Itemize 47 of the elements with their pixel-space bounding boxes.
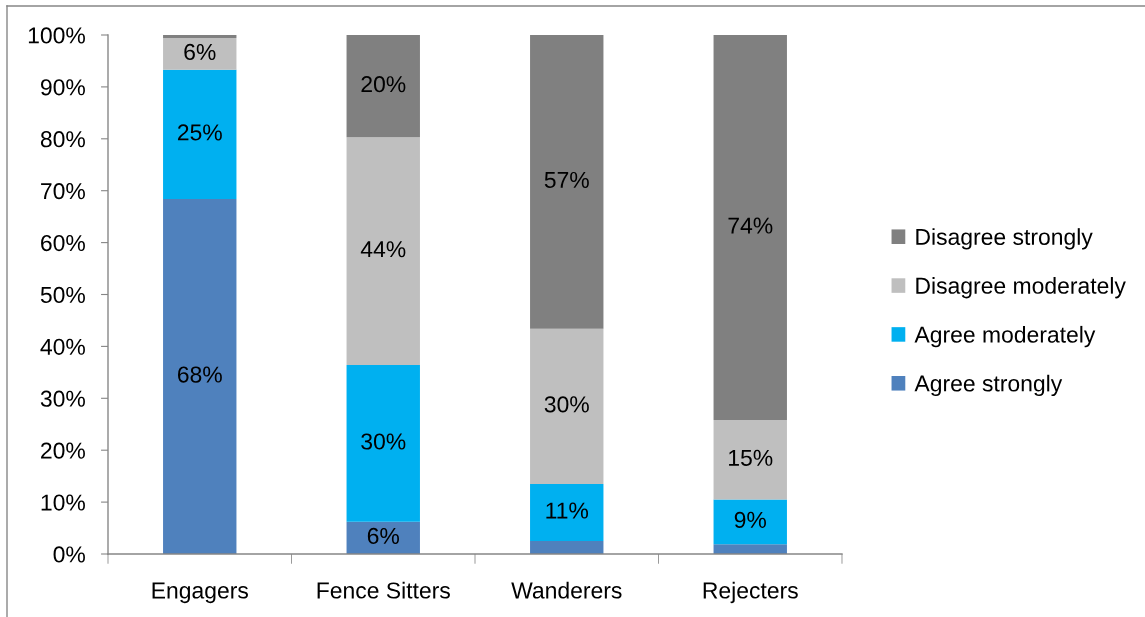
data-label: 57%	[544, 171, 589, 189]
x-tick-label: Fence Sitters	[317, 581, 450, 599]
y-tick-label: 20%	[41, 442, 85, 459]
y-tick-label: 60%	[41, 234, 85, 252]
data-label: 30%	[544, 396, 589, 413]
bar	[713, 499, 787, 545]
y-tick-label: 100%	[28, 27, 85, 44]
y-tick-label: 40%	[40, 338, 85, 355]
x-tick-label: Wanderers	[511, 581, 622, 599]
bar	[346, 35, 420, 138]
bar	[163, 35, 237, 39]
y-tick-label: 70%	[41, 183, 85, 200]
y-tick-label: 90%	[40, 79, 85, 96]
data-label: 11%	[546, 502, 589, 519]
y-tick-label: 0%	[53, 546, 85, 563]
bar	[530, 541, 604, 554]
data-label: 6%	[367, 527, 399, 545]
x-tick-label: Engagers	[152, 582, 248, 604]
bar	[163, 199, 237, 554]
x-tick-label: Rejecters	[703, 581, 798, 604]
y-tick-label: 80%	[40, 131, 85, 148]
data-label: 68%	[177, 366, 222, 383]
data-label: 15%	[729, 449, 773, 466]
bar	[713, 420, 787, 500]
data-label: 6%	[184, 43, 216, 61]
data-label: 20%	[361, 76, 406, 93]
data-label: 74%	[728, 217, 773, 234]
bar	[346, 137, 420, 366]
bar	[530, 483, 604, 542]
data-label: 9%	[734, 511, 766, 528]
bar	[530, 328, 604, 484]
legend-label: Agree moderately	[914, 325, 1096, 348]
legend-label: Disagree moderately	[916, 277, 1126, 299]
legend-label: Agree strongly	[914, 374, 1063, 397]
bar	[163, 38, 237, 70]
bar	[713, 35, 787, 421]
y-tick-label: 50%	[40, 286, 85, 304]
legend-label: Disagree strongly	[916, 228, 1093, 250]
y-tick-label: 10%	[41, 494, 85, 511]
y-tick-label: 30%	[40, 390, 85, 407]
bar	[163, 69, 237, 199]
bar	[530, 35, 604, 329]
bar	[713, 544, 787, 554]
bar	[346, 365, 420, 522]
data-label: 30%	[361, 433, 406, 450]
data-label: 25%	[177, 124, 222, 141]
data-label: 44%	[360, 241, 406, 258]
